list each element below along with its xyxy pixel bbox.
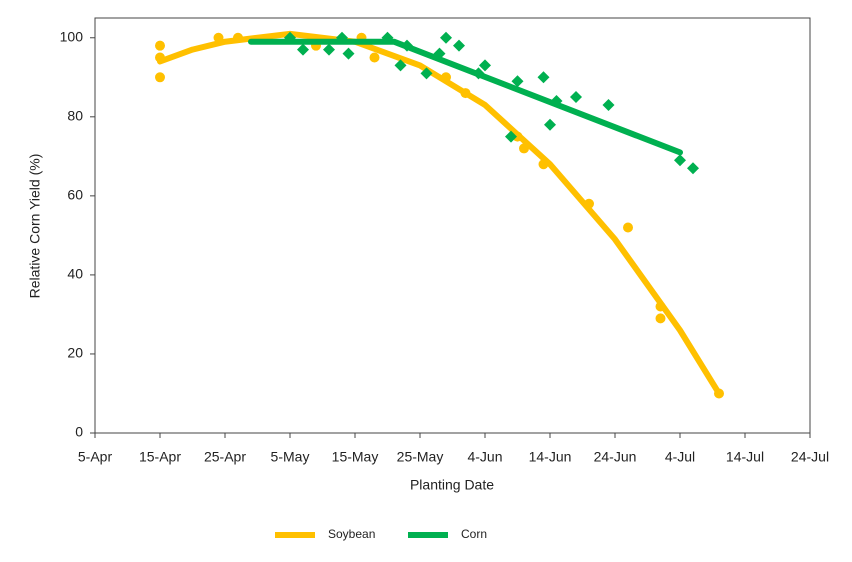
plot-area: [94, 17, 811, 434]
y-tick-label: 100: [60, 28, 84, 44]
point: [369, 52, 380, 63]
legend-label: Soybean: [328, 527, 375, 541]
point: [602, 98, 615, 111]
point: [505, 130, 517, 143]
x-tick-label: 15-Apr: [139, 449, 181, 465]
point: [655, 313, 666, 324]
x-tick-label: 14-Jul: [726, 449, 764, 465]
point: [440, 31, 452, 44]
y-axis-title: Relative Corn Yield (%): [27, 154, 43, 299]
point: [674, 154, 686, 167]
point: [623, 222, 633, 233]
x-axis-title: Planting Date: [410, 477, 494, 493]
x-tick-label: 15-May: [332, 449, 379, 465]
point: [394, 59, 407, 72]
x-tick-label: 25-May: [397, 449, 444, 465]
point: [342, 47, 355, 60]
point: [479, 59, 491, 72]
y-tick-label: 80: [67, 108, 83, 124]
x-tick-label: 14-Jun: [529, 449, 572, 465]
y-tick-label: 40: [67, 266, 83, 282]
point: [511, 75, 524, 88]
x-tick-label: 4-Jul: [665, 449, 695, 465]
y-tick-label: 20: [67, 345, 83, 361]
point: [570, 91, 582, 104]
point: [453, 39, 465, 52]
point: [537, 71, 550, 84]
fit-line: [248, 38, 683, 156]
point: [544, 118, 556, 131]
legend-label: Corn: [461, 527, 487, 541]
fit-line: [157, 30, 722, 397]
y-tick-label: 0: [75, 424, 83, 440]
x-tick-label: 24-Jun: [594, 449, 637, 465]
point: [155, 40, 165, 51]
x-tick-label: 4-Jun: [467, 449, 502, 465]
x-tick-label: 5-Apr: [78, 449, 113, 465]
point: [155, 72, 165, 83]
x-tick-label: 24-Jul: [791, 449, 829, 465]
point: [323, 43, 335, 56]
point: [297, 43, 309, 56]
point: [687, 162, 699, 175]
point: [420, 67, 433, 80]
x-tick-label: 5-May: [271, 449, 310, 465]
x-tick-label: 25-Apr: [204, 449, 246, 465]
y-tick-label: 60: [67, 187, 83, 203]
